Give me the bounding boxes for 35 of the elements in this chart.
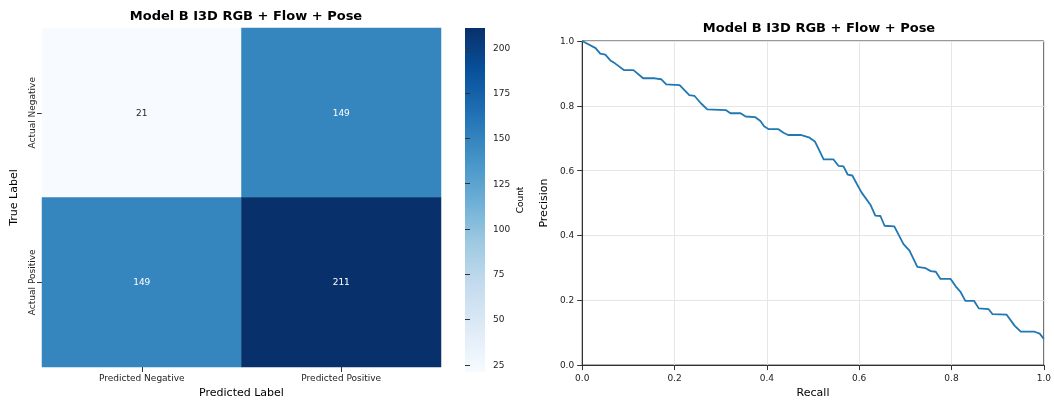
- chart-title: Model B I3D RGB + Flow + Pose: [702, 20, 936, 35]
- y-tick-label: 0.6: [559, 165, 575, 176]
- y-tick-label: 0.4: [559, 230, 575, 241]
- x-axis-title: Predicted Label: [199, 386, 284, 399]
- y-tick-label: 0.2: [559, 295, 575, 306]
- y-tick-label: 0.8: [559, 100, 575, 111]
- y-tick-label: 1.0: [559, 36, 575, 46]
- color-bar-label: 75: [493, 269, 505, 280]
- y-tick-label: Actual Positive: [26, 248, 37, 316]
- y-axis-title: Precision: [537, 178, 550, 228]
- chart-title: Model B I3D RGB + Flow + Pose: [129, 8, 363, 23]
- x-axis-title: Recall: [796, 386, 830, 399]
- data-label: 211: [332, 277, 350, 288]
- color-bar-label: 25: [493, 359, 505, 370]
- color-bar-label: 50: [493, 314, 505, 325]
- x-tick-label: 0.8: [944, 372, 959, 383]
- x-tick-label: 0.0: [575, 372, 590, 383]
- y-tick-label: 0.0: [559, 360, 575, 371]
- color-bar-label: 125: [493, 178, 511, 189]
- data-label: 149: [133, 277, 151, 288]
- color-bar-label: 100: [493, 223, 511, 234]
- x-tick-label: Predicted Negative: [99, 372, 185, 383]
- color-bar-label: 150: [493, 133, 511, 144]
- x-tick-label: 0.6: [852, 372, 867, 383]
- x-tick-label: 1.0: [1036, 372, 1052, 383]
- data-label: 149: [332, 107, 351, 118]
- x-tick-label: 0.2: [667, 372, 682, 383]
- y-axis-title: True Label: [7, 169, 21, 227]
- x-tick-label: Predicted Positive: [301, 372, 382, 383]
- y-tick-label: Actual Negative: [26, 76, 37, 149]
- data-label: 21: [136, 107, 148, 118]
- color-bar-title: Count: [514, 186, 525, 214]
- color-bar-label: 200: [493, 42, 511, 53]
- color-bar-label: 175: [493, 88, 511, 99]
- x-tick-label: 0.4: [759, 372, 775, 383]
